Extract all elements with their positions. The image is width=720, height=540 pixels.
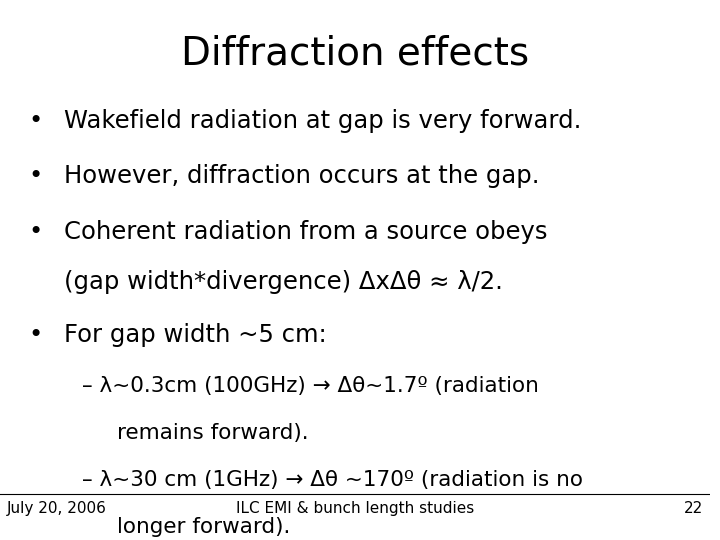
- Text: •: •: [28, 164, 42, 188]
- Text: •: •: [28, 220, 42, 244]
- Text: Coherent radiation from a source obeys: Coherent radiation from a source obeys: [64, 220, 547, 244]
- Text: remains forward).: remains forward).: [117, 423, 309, 443]
- Text: July 20, 2006: July 20, 2006: [7, 501, 107, 516]
- Text: – λ~0.3cm (100GHz) → Δθ~1.7º (radiation: – λ~0.3cm (100GHz) → Δθ~1.7º (radiation: [81, 375, 539, 395]
- Text: •: •: [28, 109, 42, 133]
- Text: 22: 22: [684, 501, 703, 516]
- Text: longer forward).: longer forward).: [117, 517, 291, 537]
- Text: However, diffraction occurs at the gap.: However, diffraction occurs at the gap.: [64, 164, 539, 188]
- Text: For gap width ~5 cm:: For gap width ~5 cm:: [64, 323, 327, 347]
- Text: – λ~30 cm (1GHz) → Δθ ~170º (radiation is no: – λ~30 cm (1GHz) → Δθ ~170º (radiation i…: [81, 470, 582, 490]
- Text: Wakefield radiation at gap is very forward.: Wakefield radiation at gap is very forwa…: [64, 109, 581, 133]
- Text: ILC EMI & bunch length studies: ILC EMI & bunch length studies: [236, 501, 474, 516]
- Text: •: •: [28, 323, 42, 347]
- Text: Diffraction effects: Diffraction effects: [181, 35, 529, 72]
- Text: (gap width*divergence) ΔxΔθ ≈ λ/2.: (gap width*divergence) ΔxΔθ ≈ λ/2.: [64, 270, 503, 294]
